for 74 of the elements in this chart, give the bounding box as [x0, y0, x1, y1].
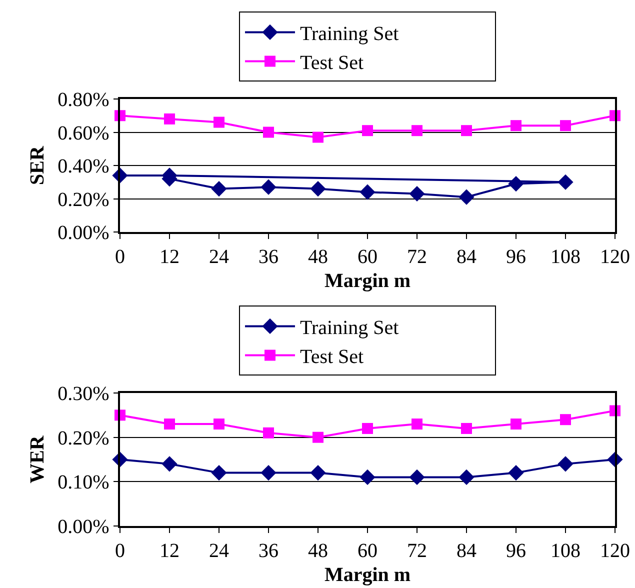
legend-label: Training Set: [300, 317, 400, 340]
x-tick-label: 24: [209, 540, 229, 562]
point: [310, 465, 326, 481]
x-tick-label: 84: [456, 540, 476, 562]
x-tick-label: 120: [600, 540, 630, 562]
x-axis-title: Margin m: [324, 564, 411, 586]
x-tick-label: 96: [506, 540, 526, 562]
x-tick-label: 60: [358, 540, 378, 562]
x-axis-title: Margin m: [324, 270, 411, 292]
y-tick-label: 0.30%: [58, 383, 110, 405]
point: [560, 120, 571, 132]
point: [458, 469, 474, 486]
point: [211, 465, 227, 481]
point: [360, 184, 376, 200]
x-tick-label: 72: [407, 246, 427, 268]
legend-label: Test Set: [300, 52, 364, 74]
y-tick-label: 0.20%: [58, 427, 110, 450]
x-tick-label: 96: [506, 246, 526, 268]
y-tick-label: 0.60%: [58, 122, 110, 144]
x-tick-label: 12: [160, 540, 180, 562]
point: [360, 469, 376, 486]
legend-label: Training Set: [300, 23, 400, 46]
y-axis-title: WER: [26, 435, 49, 484]
point: [508, 465, 524, 481]
point: [310, 180, 326, 197]
point: [312, 432, 324, 443]
y-tick-label: 0.20%: [58, 188, 110, 211]
point: [263, 126, 274, 138]
x-tick-label: 24: [209, 246, 229, 268]
point: [362, 422, 373, 434]
point: [510, 418, 522, 430]
point: [458, 189, 474, 205]
point: [412, 418, 422, 430]
point: [164, 418, 175, 430]
point: [162, 456, 178, 472]
point: [558, 174, 574, 190]
x-tick-label: 12: [160, 246, 180, 268]
y-tick-label: 0.80%: [58, 89, 110, 111]
x-tick-label: 48: [308, 540, 328, 562]
x-tick-label: 0: [115, 246, 125, 268]
x-tick-label: 36: [258, 246, 278, 268]
y-axis-title: SER: [26, 145, 49, 185]
point: [260, 465, 276, 481]
point: [558, 456, 574, 472]
point: [461, 125, 472, 136]
x-tick-label: 36: [258, 540, 278, 562]
y-tick-label: 0.40%: [58, 156, 110, 178]
point: [214, 418, 224, 430]
point: [214, 116, 224, 128]
point: [211, 180, 227, 197]
x-tick-label: 108: [550, 540, 580, 562]
point: [461, 422, 472, 434]
point: [560, 414, 571, 426]
x-tick-label: 120: [600, 246, 630, 268]
point: [362, 125, 373, 136]
point: [260, 179, 276, 195]
point: [312, 132, 324, 143]
x-tick-label: 108: [550, 246, 580, 268]
y-tick-label: 0.00%: [58, 222, 110, 244]
point: [412, 125, 422, 136]
x-tick-label: 60: [358, 246, 378, 268]
point: [263, 427, 274, 438]
x-tick-label: 48: [308, 246, 328, 268]
point: [508, 176, 524, 192]
point: [409, 469, 425, 486]
y-tick-label: 0.00%: [58, 516, 110, 538]
point: [409, 186, 425, 202]
point: [164, 113, 175, 124]
y-tick-label: 0.10%: [58, 472, 110, 494]
x-tick-label: 84: [456, 246, 476, 268]
x-tick-label: 72: [407, 540, 427, 562]
legend-label: Test Set: [300, 346, 364, 368]
point: [510, 120, 522, 132]
x-tick-label: 0: [115, 540, 125, 562]
